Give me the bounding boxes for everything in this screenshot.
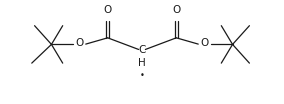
Text: C: C: [138, 45, 146, 55]
Text: H: H: [138, 58, 146, 68]
Text: •: •: [139, 71, 145, 80]
Text: O: O: [76, 38, 84, 48]
Text: O: O: [172, 5, 180, 15]
Text: O: O: [200, 38, 208, 48]
Text: O: O: [104, 5, 112, 15]
